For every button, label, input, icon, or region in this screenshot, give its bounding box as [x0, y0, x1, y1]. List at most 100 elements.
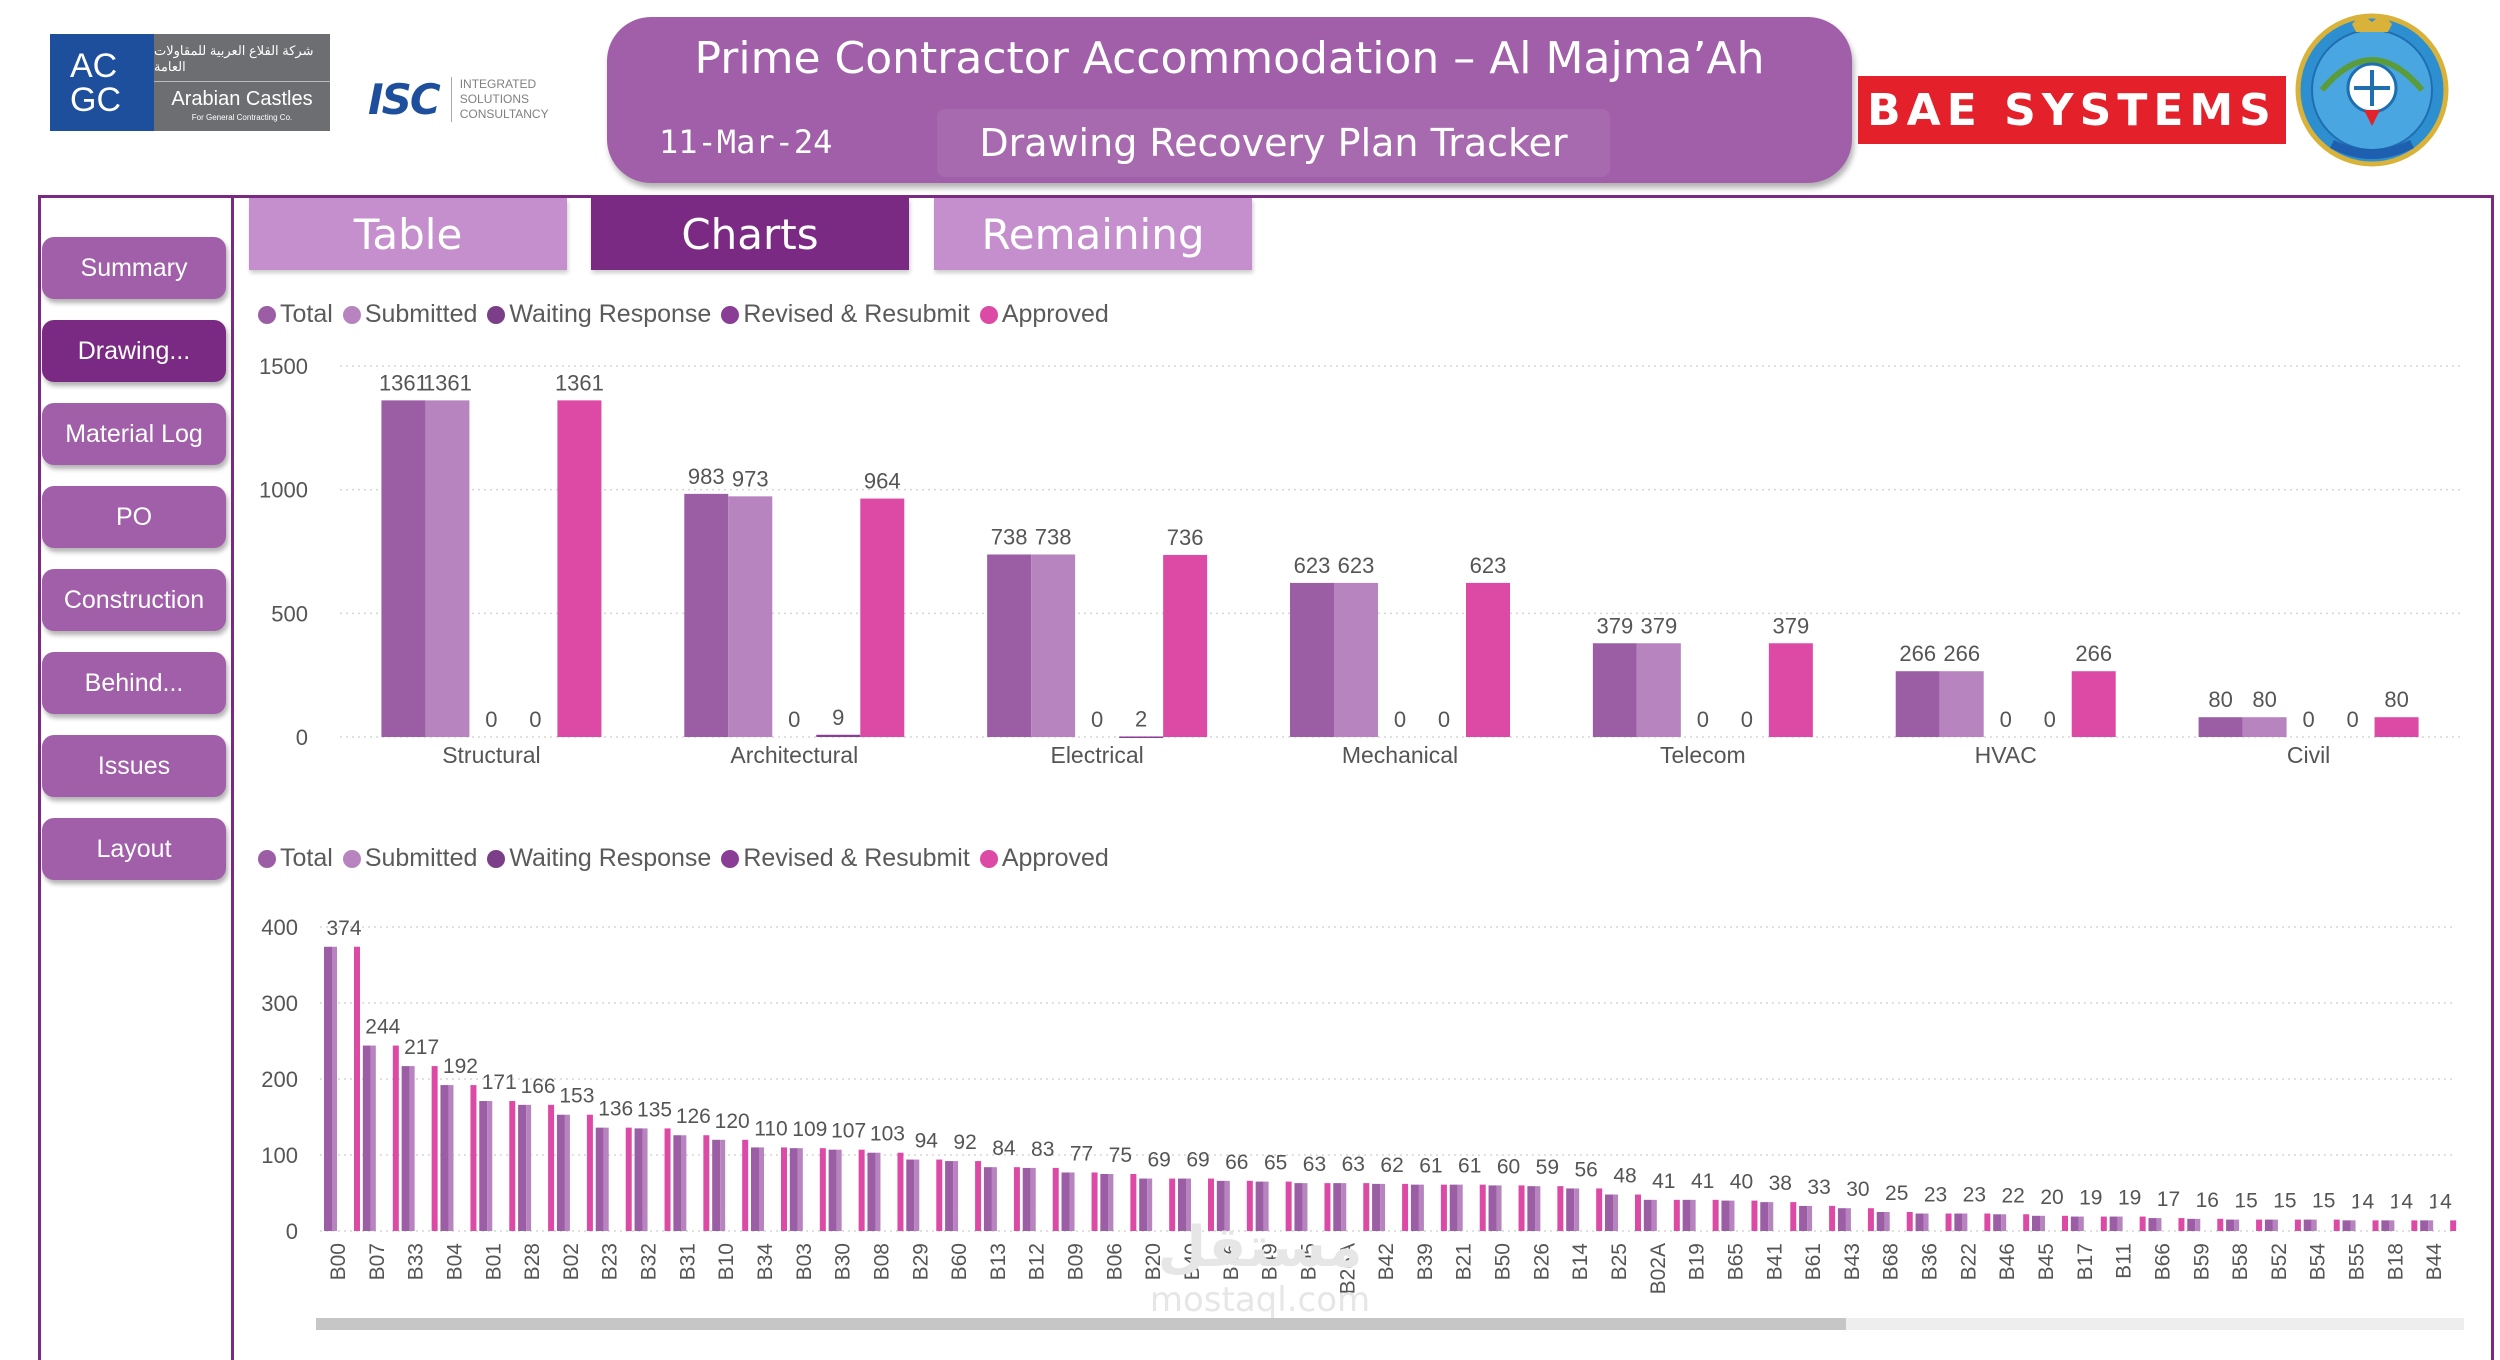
- bar-approved: [1208, 1178, 1214, 1231]
- nav-summary-button[interactable]: Summary: [42, 237, 226, 299]
- acgc-letters-top: AC: [70, 46, 118, 85]
- bar-total: [1372, 1183, 1381, 1231]
- bar-submitted: [1651, 1199, 1657, 1231]
- legend-item-total[interactable]: Total: [258, 300, 333, 329]
- bar-approved: [509, 1101, 516, 1231]
- legend-dot-submitted: [342, 305, 361, 324]
- legend-label-submitted: Submitted: [364, 844, 478, 872]
- x-category-label: B44: [2423, 1243, 2446, 1281]
- data-label-waiting: 0: [1812, 1204, 1823, 1226]
- bar-submitted: [1341, 1183, 1347, 1231]
- legend-item-waiting-response[interactable]: Waiting Response: [487, 844, 711, 873]
- legend-item-total[interactable]: Total: [258, 844, 333, 873]
- data-label-waiting: 0: [2044, 1204, 2055, 1226]
- bar-approved: [1557, 1186, 1564, 1231]
- data-label: 738: [991, 524, 1028, 549]
- legend-item-approved[interactable]: Approved: [979, 844, 1109, 873]
- legend-item-submitted[interactable]: Submitted: [342, 844, 478, 873]
- bar-submitted: [720, 1139, 726, 1231]
- data-label-waiting: 0: [686, 1204, 697, 1226]
- y-tick-label: 200: [261, 1067, 298, 1092]
- bar-submitted: [526, 1104, 532, 1231]
- x-category-label: B13: [987, 1243, 1010, 1280]
- bar-total: [2342, 1220, 2351, 1231]
- data-label: 120: [715, 1110, 750, 1133]
- data-label-waiting: 0: [1423, 1204, 1434, 1226]
- bar-submitted: [603, 1127, 609, 1231]
- data-label-waiting: 0: [2083, 1204, 2094, 1226]
- legend-item-approved[interactable]: Approved: [979, 300, 1109, 329]
- x-category-label: B41: [1763, 1243, 1786, 1280]
- y-tick-label: 1000: [259, 478, 308, 503]
- legend-item-revised-resubmit[interactable]: Revised & Resubmit: [721, 300, 970, 329]
- nav-po-button[interactable]: PO: [42, 486, 226, 548]
- bar-approved: [819, 1148, 826, 1231]
- nav-layout-button[interactable]: Layout: [42, 818, 226, 880]
- bar-submitted: [1496, 1185, 1502, 1231]
- bar-submitted: [953, 1161, 959, 1231]
- legend-item-revised-resubmit[interactable]: Revised & Resubmit: [721, 844, 970, 873]
- data-label: 61: [1458, 1155, 1481, 1178]
- nav-construction-button[interactable]: Construction: [42, 569, 226, 631]
- bar-total: [479, 1101, 488, 1231]
- data-label: 65: [1264, 1152, 1287, 1175]
- x-category-label: B21: [1453, 1243, 1476, 1280]
- data-label: 84: [992, 1137, 1016, 1160]
- nav-behind-button[interactable]: Behind...: [42, 652, 226, 714]
- x-category-label: B28: [521, 1243, 544, 1280]
- bae-systems-logo: BAE SYSTEMS: [1858, 76, 2286, 144]
- tab-charts[interactable]: Charts: [591, 198, 909, 270]
- bar-total: [983, 1167, 992, 1231]
- data-label: 80: [2252, 687, 2276, 712]
- nav-drawing-button[interactable]: Drawing...: [42, 320, 226, 382]
- bar-total: [2187, 1218, 2196, 1231]
- legend-dot-approved: [979, 305, 998, 324]
- legend-dot-submitted: [342, 849, 361, 868]
- bar-approved: [431, 1066, 438, 1231]
- data-label: 110: [754, 1117, 787, 1140]
- bar-submitted: [1263, 1181, 1269, 1231]
- x-category-label: Structural: [442, 742, 540, 768]
- bar-total: [401, 1066, 410, 1231]
- bar-approved: [2217, 1218, 2224, 1231]
- tab-table[interactable]: Table: [249, 198, 567, 270]
- bar-approved: [703, 1135, 710, 1231]
- nav-material-log-button[interactable]: Material Log: [42, 403, 226, 465]
- data-label: 374: [326, 917, 361, 940]
- x-category-label: B22: [1957, 1243, 1980, 1280]
- y-tick-label: 0: [286, 1219, 298, 1244]
- data-label-waiting: 0: [2277, 1204, 2288, 1226]
- bar-approved: [1466, 582, 1510, 737]
- nav-issues-button[interactable]: Issues: [42, 735, 226, 797]
- data-label: 69: [1148, 1149, 1171, 1172]
- bar-total: [1876, 1212, 1885, 1231]
- data-label: 379: [1772, 613, 1809, 638]
- acgc-logo-mark: AC GC: [50, 34, 154, 131]
- data-label: 126: [676, 1105, 711, 1128]
- data-label-waiting: 0: [1190, 1204, 1201, 1226]
- chart-scrollbar-thumb[interactable]: [316, 1318, 1846, 1330]
- acgc-letters-bottom: GC: [70, 80, 121, 119]
- y-tick-label: 400: [261, 915, 298, 940]
- data-label: 736: [1167, 525, 1204, 550]
- data-label: 103: [870, 1123, 905, 1146]
- legend-item-submitted[interactable]: Submitted: [342, 300, 477, 329]
- data-label: 38: [1769, 1172, 1792, 1195]
- bar-approved: [2450, 1220, 2457, 1231]
- bar-submitted: [1939, 671, 1984, 737]
- bar-approved: [1867, 1208, 1874, 1231]
- bar-total: [1954, 1213, 1963, 1231]
- bar-total: [634, 1128, 643, 1231]
- legend-item-waiting-response[interactable]: Waiting Response: [487, 300, 711, 329]
- bar-submitted: [332, 946, 337, 1231]
- data-label: 19: [2118, 1187, 2141, 1210]
- bar-approved: [1906, 1212, 1913, 1231]
- bar-total: [987, 554, 1032, 737]
- data-label: 94: [915, 1130, 939, 1153]
- bar-submitted: [1807, 1205, 1813, 1231]
- bar-submitted: [2078, 1216, 2084, 1231]
- bar-approved: [1479, 1184, 1486, 1231]
- tab-remaining[interactable]: Remaining: [934, 198, 1252, 270]
- data-label-waiting: 0: [531, 1204, 542, 1226]
